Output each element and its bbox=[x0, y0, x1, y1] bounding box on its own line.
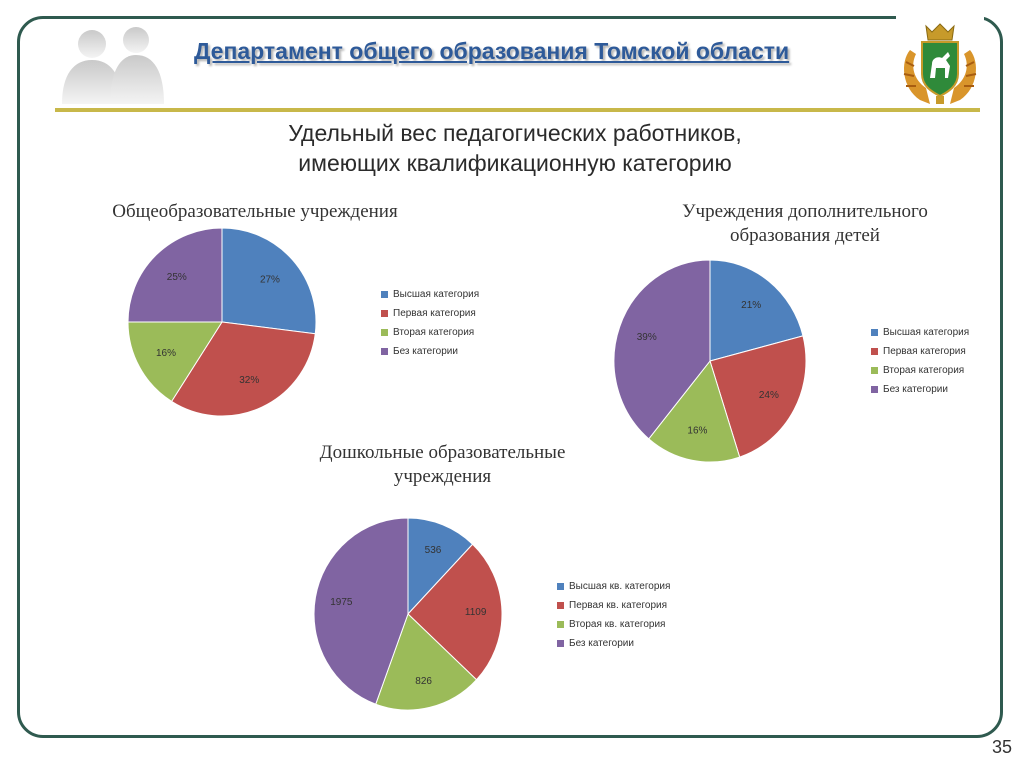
pie-data-label: 32% bbox=[239, 375, 259, 386]
legend-swatch bbox=[557, 640, 564, 647]
legend-label: Вторая категория bbox=[883, 365, 965, 376]
pie-data-label: 27% bbox=[260, 275, 280, 286]
legend-label: Без категории bbox=[569, 638, 634, 649]
legend-label: Без категории bbox=[393, 346, 458, 357]
people-silhouette-icon bbox=[62, 27, 164, 104]
legend-additional: Высшая категория Первая категория Вторая к… bbox=[871, 323, 969, 399]
pie-slice-first bbox=[407, 543, 503, 681]
pie-slice-none bbox=[613, 259, 711, 440]
pie-data-label: 826 bbox=[415, 676, 432, 687]
chart-title-additional: Учреждения дополнительного образования д… bbox=[640, 200, 970, 248]
chart-title-line: Общеобразовательные учреждения bbox=[112, 201, 398, 222]
legend-item: Без категории bbox=[871, 380, 969, 399]
pie-chart-general: 27% 32% 16% 25% bbox=[127, 227, 317, 417]
pie-data-label: 536 bbox=[425, 545, 442, 556]
pie-data-label: 16% bbox=[156, 348, 176, 359]
pie-slice-high bbox=[709, 259, 804, 362]
legend-label: Высшая кв. категория bbox=[569, 581, 671, 592]
legend-item: Первая кв. категория bbox=[557, 596, 670, 615]
legend-swatch bbox=[381, 310, 388, 317]
pie-data-label: 39% bbox=[637, 332, 657, 343]
pie-data-label: 1109 bbox=[465, 607, 487, 618]
pie-chart-preschool: 536 1109 826 1975 bbox=[313, 517, 503, 711]
legend-label: Вторая кв. категория bbox=[569, 619, 666, 630]
legend-item: Без категории bbox=[381, 342, 479, 361]
legend-item: Вторая категория bbox=[871, 361, 969, 380]
pie-data-label: 24% bbox=[759, 390, 779, 401]
pie-slice-second bbox=[375, 613, 478, 711]
legend-label: Вторая категория bbox=[393, 327, 475, 338]
legend-item: Вторая категория bbox=[381, 323, 479, 342]
legend-item: Первая категория bbox=[871, 342, 969, 361]
chart-title-line: Учреждения дополнительного bbox=[682, 201, 928, 222]
chart-title-general: Общеобразовательные учреждения bbox=[85, 200, 425, 224]
chart-title-preschool: Дошкольные образовательные учреждения bbox=[285, 441, 600, 489]
chart-title-line: Дошкольные образовательные bbox=[319, 442, 566, 463]
legend-swatch bbox=[871, 386, 878, 393]
chart-title-line: образования детей bbox=[730, 225, 880, 246]
legend-swatch bbox=[871, 367, 878, 374]
pie-slice-high bbox=[221, 227, 317, 335]
legend-preschool: Высшая кв. категория Первая кв. категория… bbox=[557, 577, 670, 653]
legend-swatch bbox=[557, 621, 564, 628]
coat-of-arms-icon bbox=[896, 16, 984, 108]
pie-data-label: 16% bbox=[687, 425, 707, 436]
legend-label: Первая кв. категория bbox=[569, 600, 668, 611]
pie-slice-second bbox=[127, 321, 223, 403]
slide-title-line: Удельный вес педагогических работников, bbox=[288, 120, 742, 146]
pie-data-label: 21% bbox=[741, 300, 761, 311]
header-title: Департамент общего образования Томской о… bbox=[194, 38, 790, 64]
legend-label: Высшая категория bbox=[393, 289, 480, 300]
legend-item: Высшая кв. категория bbox=[557, 577, 670, 596]
legend-item: Высшая категория bbox=[381, 285, 479, 304]
legend-label: Первая категория bbox=[883, 346, 966, 357]
legend-label: Первая категория bbox=[393, 308, 476, 319]
legend-swatch bbox=[557, 583, 564, 590]
legend-swatch bbox=[871, 348, 878, 355]
pie-slice-second bbox=[648, 359, 741, 463]
slide-title: Удельный вес педагогических работников, … bbox=[200, 118, 830, 178]
pie-slice-none bbox=[127, 227, 223, 323]
legend-swatch bbox=[871, 329, 878, 336]
legend-label: Высшая категория bbox=[883, 327, 970, 338]
legend-swatch bbox=[381, 348, 388, 355]
legend-item: Высшая категория bbox=[871, 323, 969, 342]
legend-item: Вторая кв. категория bbox=[557, 615, 670, 634]
legend-general: Высшая категория Первая категория Вторая к… bbox=[381, 285, 479, 361]
pie-slice-high bbox=[407, 517, 474, 616]
pie-data-label: 25% bbox=[167, 272, 187, 283]
header-rule bbox=[55, 108, 980, 112]
pie-slice-none bbox=[313, 517, 409, 705]
page-number: 35 bbox=[991, 737, 1012, 757]
pie-slice-first bbox=[709, 335, 807, 458]
legend-item: Первая категория bbox=[381, 304, 479, 323]
legend-item: Без категории bbox=[557, 634, 670, 653]
pie-data-label: 1975 bbox=[330, 597, 353, 608]
legend-swatch bbox=[557, 602, 564, 609]
slide-title-line: имеющих квалификационную категорию bbox=[298, 150, 732, 176]
legend-swatch bbox=[381, 291, 388, 298]
pie-chart-additional: 21% 24% 16% 39% bbox=[613, 259, 807, 463]
legend-label: Без категории bbox=[883, 384, 948, 395]
legend-swatch bbox=[381, 329, 388, 336]
chart-title-line: учреждения bbox=[393, 466, 492, 487]
